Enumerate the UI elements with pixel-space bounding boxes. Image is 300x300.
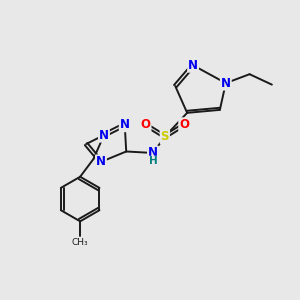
Text: N: N — [188, 59, 198, 72]
Text: H: H — [149, 156, 158, 166]
Text: O: O — [140, 118, 151, 131]
Text: S: S — [160, 130, 169, 143]
Text: O: O — [179, 118, 189, 131]
Text: N: N — [120, 118, 130, 131]
Text: N: N — [221, 76, 231, 90]
Text: N: N — [96, 155, 106, 168]
Text: CH₃: CH₃ — [72, 238, 88, 247]
Text: N: N — [99, 129, 109, 142]
Text: N: N — [148, 146, 158, 160]
